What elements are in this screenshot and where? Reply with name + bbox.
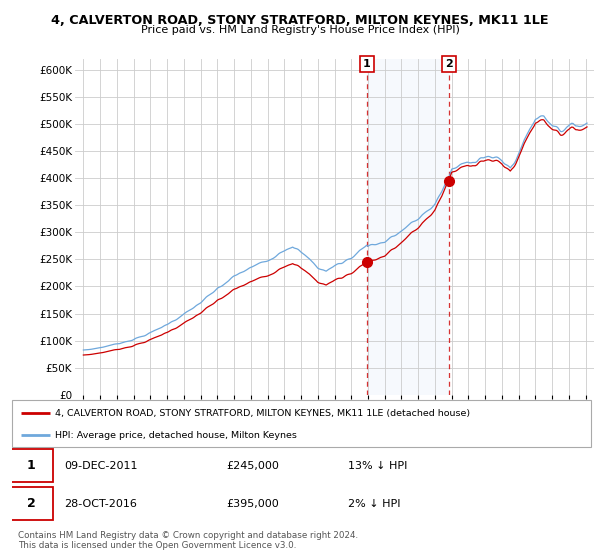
Text: 1: 1: [27, 459, 35, 472]
Text: 28-OCT-2016: 28-OCT-2016: [64, 499, 137, 508]
Text: Price paid vs. HM Land Registry's House Price Index (HPI): Price paid vs. HM Land Registry's House …: [140, 25, 460, 35]
Text: 1: 1: [363, 59, 371, 69]
Text: 4, CALVERTON ROAD, STONY STRATFORD, MILTON KEYNES, MK11 1LE (detached house): 4, CALVERTON ROAD, STONY STRATFORD, MILT…: [55, 409, 470, 418]
FancyBboxPatch shape: [9, 449, 53, 482]
Text: Contains HM Land Registry data © Crown copyright and database right 2024.
This d: Contains HM Land Registry data © Crown c…: [18, 531, 358, 550]
Text: 2: 2: [27, 497, 35, 510]
FancyBboxPatch shape: [12, 400, 591, 447]
Bar: [367, 59, 449, 395]
Text: 09-DEC-2011: 09-DEC-2011: [64, 460, 137, 470]
Text: £395,000: £395,000: [226, 499, 279, 508]
Text: 2% ↓ HPI: 2% ↓ HPI: [348, 499, 400, 508]
Text: 2: 2: [445, 59, 453, 69]
Text: 13% ↓ HPI: 13% ↓ HPI: [348, 460, 407, 470]
Text: 4, CALVERTON ROAD, STONY STRATFORD, MILTON KEYNES, MK11 1LE: 4, CALVERTON ROAD, STONY STRATFORD, MILT…: [51, 14, 549, 27]
FancyBboxPatch shape: [9, 487, 53, 520]
Text: £245,000: £245,000: [226, 460, 279, 470]
Text: HPI: Average price, detached house, Milton Keynes: HPI: Average price, detached house, Milt…: [55, 431, 298, 440]
